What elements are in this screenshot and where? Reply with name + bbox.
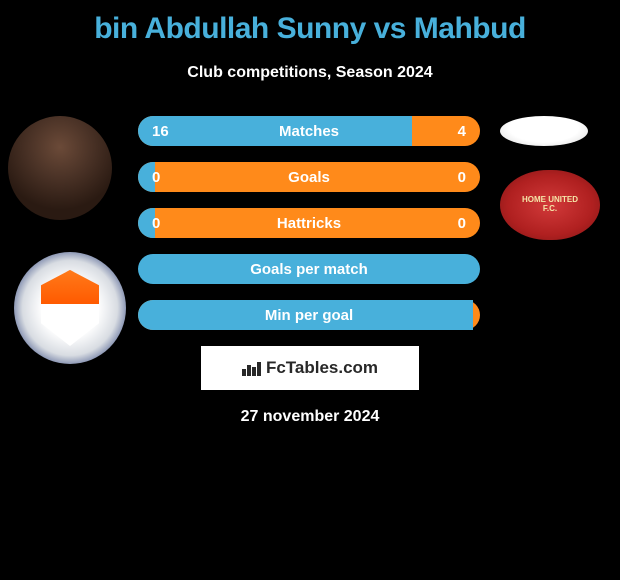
stat-label: Goals [138,169,480,186]
stat-row-goals: 0 Goals 0 [138,162,480,192]
player-right-avatar [500,116,588,146]
stat-label: Hattricks [138,215,480,232]
star-icon: ★ [63,258,77,278]
comparison-panel: ★ HOME UNITEDF.C. 16 Matches 4 0 Goals 0… [0,116,620,426]
stat-label: Matches [138,123,480,140]
stat-label: Min per goal [138,307,480,324]
club-left-badge: ★ [14,252,126,364]
stat-right-value: 4 [458,123,466,140]
subtitle: Club competitions, Season 2024 [0,64,620,82]
stat-row-mpg: Min per goal [138,300,480,330]
date-label: 27 november 2024 [0,408,620,426]
page-title: bin Abdullah Sunny vs Mahbud [0,0,620,46]
stat-label: Goals per match [138,261,480,278]
club-left-shield-icon: ★ [41,270,99,346]
stat-row-gpm: Goals per match [138,254,480,284]
player-left-avatar [8,116,112,220]
stat-right-value: 0 [458,215,466,232]
brand-badge: FcTables.com [201,346,419,390]
brand-text: FcTables.com [242,358,378,378]
stat-row-matches: 16 Matches 4 [138,116,480,146]
stat-row-hattricks: 0 Hattricks 0 [138,208,480,238]
stat-bars: 16 Matches 4 0 Goals 0 0 Hattricks 0 Goa… [138,116,480,330]
brand-label: FcTables.com [266,358,378,378]
stat-right-value: 0 [458,169,466,186]
club-right-label: HOME UNITEDF.C. [522,196,578,214]
bar-chart-icon [242,360,262,376]
club-right-badge: HOME UNITEDF.C. [500,170,600,240]
